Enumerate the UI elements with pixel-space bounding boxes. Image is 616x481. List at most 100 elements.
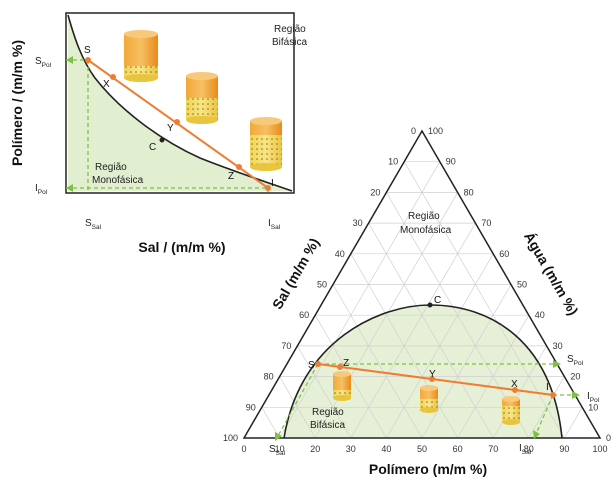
ternary-region-mono-line2: Monofásica (400, 225, 452, 236)
tube-icon (186, 72, 218, 124)
s-pol-arrow (66, 56, 73, 64)
label-i: I (271, 178, 274, 189)
polimero-tick-label: 20 (310, 444, 320, 454)
label-c: C (149, 142, 156, 153)
sal-axis-ticks: 0 10 20 30 40 50 60 70 80 90 100 (223, 126, 416, 443)
s-pol-arrow (553, 360, 561, 368)
polimero-tick-label: 100 (592, 444, 607, 454)
polimero-tick-label: 70 (488, 444, 498, 454)
y-axis-title: Polímero / (m/m %) (9, 40, 25, 166)
region-monophasic-line2: Monofásica (92, 175, 144, 186)
sal-tick-label: 80 (264, 372, 274, 382)
monophasic-region (68, 15, 292, 191)
ternary-s-pol-label: SPol (567, 354, 584, 367)
ternary-i-sal-label: ISal (519, 443, 532, 456)
polimero-axis-ticks: 0 10 20 30 40 50 60 70 80 90 100 (241, 444, 607, 454)
s-pol-label: SPol (35, 56, 52, 69)
tie-line-points (85, 57, 271, 191)
ternary-label-c: C (434, 295, 441, 306)
grid-line (403, 161, 565, 439)
ternary-tie-points (315, 361, 556, 398)
grid-line (564, 407, 583, 439)
s-sal-arrow (275, 432, 282, 441)
tube-icon (250, 117, 282, 171)
i-pol-arrow (66, 184, 73, 192)
polimero-axis-title: Polímero (m/m %) (369, 461, 487, 477)
i-sal-arrow (533, 430, 540, 439)
region-biphasic-line2: Bifásica (272, 37, 307, 48)
grid-line (279, 161, 441, 439)
tube-icon (420, 385, 438, 413)
ternary-label-s: S (308, 360, 315, 371)
sal-tick-label: 90 (246, 402, 256, 412)
polimero-tick-label: 90 (559, 444, 569, 454)
polimero-tick-label: 50 (417, 444, 427, 454)
ternary-label-x: X (511, 379, 518, 390)
agua-tick-label: 50 (517, 280, 527, 290)
agua-tick-label: 40 (535, 310, 545, 320)
region-biphasic-line1: Região (274, 24, 306, 35)
polimero-tick-label: 10 (275, 444, 285, 454)
ternary-region-bi-line2: Bifásica (310, 420, 345, 431)
sal-tick-label: 50 (317, 280, 327, 290)
agua-tick-label: 30 (553, 341, 563, 351)
polimero-tick-label: 30 (346, 444, 356, 454)
label-y: Y (167, 123, 174, 134)
i-sal-label: ISal (268, 218, 281, 231)
agua-tick-label: 10 (588, 402, 598, 412)
tube-icon (502, 396, 520, 425)
agua-tick-label: 80 (464, 187, 474, 197)
grid-line (350, 222, 476, 439)
i-pol-label: IPol (35, 183, 48, 196)
binodal-curve (67, 14, 293, 192)
biphasic-region (284, 305, 562, 438)
sal-tick-label: 70 (281, 341, 291, 351)
ternary-label-z: Z (343, 358, 349, 369)
ternary-region-bi-line1: Região (312, 407, 344, 418)
grid-line (261, 407, 280, 439)
x-axis-title: Sal / (m/m %) (138, 239, 225, 255)
sal-axis-title: Sal (m/m %) (269, 235, 323, 312)
sal-tick-label: 10 (388, 157, 398, 167)
ternary-region-mono-line1: Região (408, 211, 440, 222)
sal-tick-label: 40 (335, 249, 345, 259)
agua-tick-label: 100 (428, 126, 443, 136)
grid-line (421, 284, 512, 439)
region-monophasic-line1: Região (95, 162, 127, 173)
ternary-triangle (242, 129, 602, 439)
sal-tick-label: 100 (223, 433, 238, 443)
ternary-label-y: Y (429, 369, 436, 380)
label-x: X (103, 79, 110, 90)
grid-line (297, 345, 352, 439)
agua-tick-label: 70 (481, 218, 491, 228)
sal-tick-label: 30 (353, 218, 363, 228)
ternary-label-i: I (546, 382, 549, 393)
polimero-tick-label: 60 (453, 444, 463, 454)
sal-tick-label: 20 (370, 187, 380, 197)
agua-tick-label: 0 (606, 433, 611, 443)
polimero-tick-label: 40 (381, 444, 391, 454)
sal-tick-label: 60 (299, 310, 309, 320)
tube-icon (124, 30, 158, 82)
ternary-guide-lines (277, 363, 574, 437)
label-z: Z (228, 171, 234, 182)
label-s: S (84, 45, 91, 56)
critical-point-c (159, 137, 165, 143)
tube-icon (333, 371, 351, 401)
s-sal-label: SSal (85, 218, 102, 231)
sal-tick-label: 0 (411, 126, 416, 136)
grid-line (332, 284, 423, 439)
agua-axis-title: Água (m/m %) (521, 229, 582, 318)
agua-tick-label: 60 (499, 249, 509, 259)
polimero-tick-label: 80 (524, 444, 534, 454)
grid-line (368, 222, 494, 439)
agua-tick-label: 20 (570, 372, 580, 382)
ternary-i-pol-label: IPol (587, 391, 600, 404)
polimero-tick-label: 0 (241, 444, 246, 454)
ternary-s-sal-label: SSal (269, 444, 286, 457)
agua-tick-label: 90 (446, 157, 456, 167)
i-pol-arrow (572, 391, 580, 399)
ternary-critical-point-c (427, 302, 433, 308)
